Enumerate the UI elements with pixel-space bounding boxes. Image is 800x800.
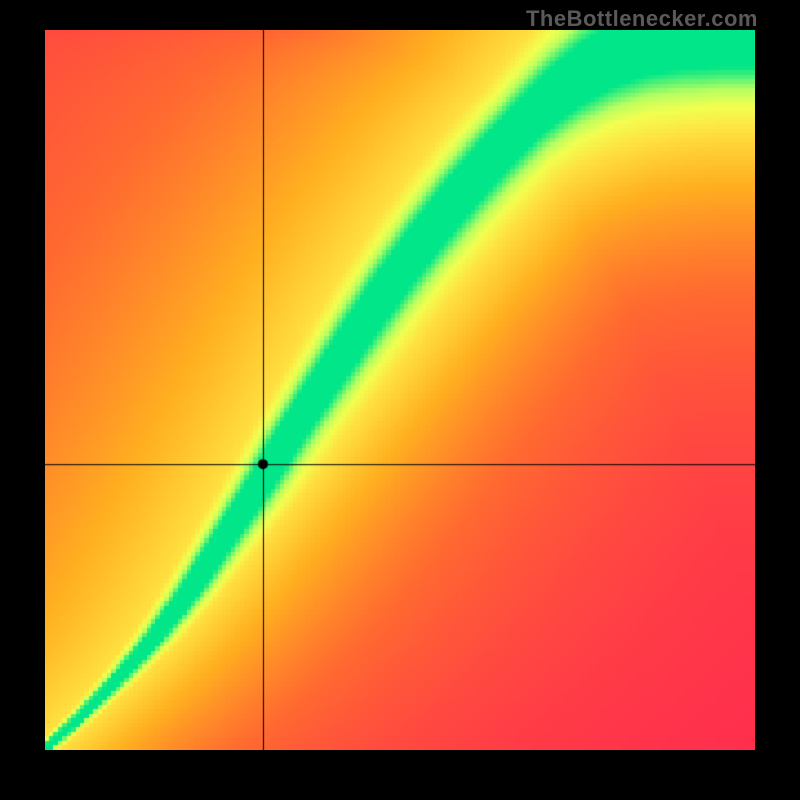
watermark-text: TheBottlenecker.com <box>526 6 758 32</box>
bottleneck-heatmap <box>45 30 755 750</box>
